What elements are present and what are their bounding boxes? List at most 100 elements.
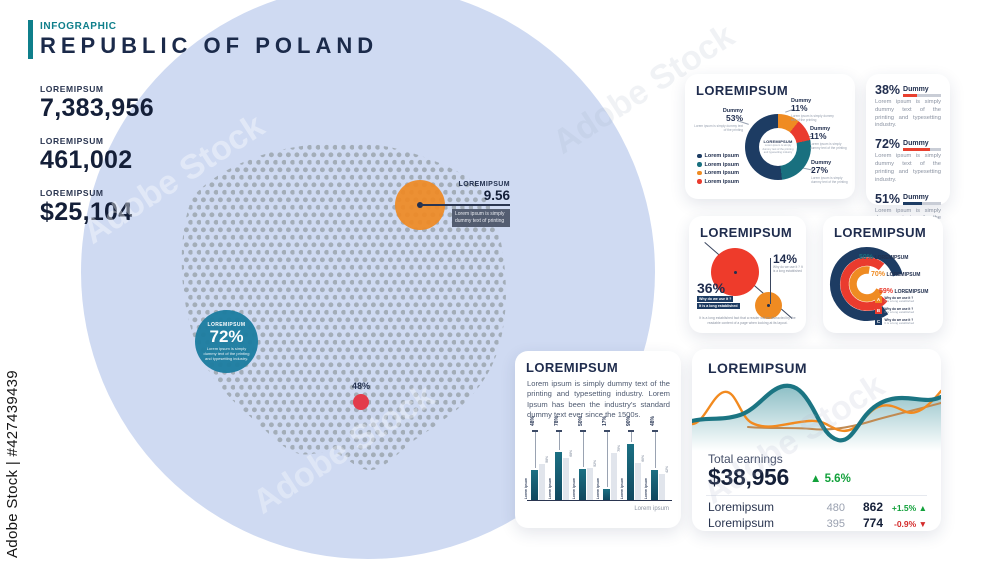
bar-category-label: Lorem ipsum <box>572 477 576 499</box>
earnings-row: Loremipsum 395 774 -0.9% ▼ <box>708 516 927 530</box>
legend-dot <box>697 162 702 167</box>
bar-secondary <box>539 464 545 500</box>
bar-value-label: 78% <box>554 415 560 426</box>
bar-secondary <box>659 474 665 500</box>
highlight-chip: Why do we use it ? <box>697 296 734 302</box>
up-arrow-icon: ▲ <box>810 473 822 485</box>
donut-legend-item: Lorem ipsum <box>697 162 739 168</box>
bar-cap <box>628 430 634 432</box>
bar-category-label: Lorem ipsum <box>548 477 552 499</box>
stat-label: LOREMIPSUM <box>40 84 104 94</box>
bar-value-label: 48% <box>650 415 656 426</box>
progress-fill <box>903 202 923 205</box>
card-footnote: It is a long established fact that a rea… <box>699 316 796 325</box>
teal-marker-value: 72% <box>209 326 244 346</box>
bubble-center-dot <box>767 304 770 307</box>
total-earnings-label: Total earnings <box>708 452 783 466</box>
progress-track <box>903 202 941 205</box>
rings-legend-item: A Why do we use it ? It is a long establi… <box>875 296 915 303</box>
bar-cap <box>532 430 538 432</box>
bar-secondary-label: 58% <box>545 456 549 463</box>
bar-group: 50% 52% Lorem ipsum <box>572 416 599 500</box>
card-title: LOREMIPSUM <box>696 83 789 98</box>
stock-watermark-id: Adobe Stock | #427439439 <box>4 370 21 558</box>
bar-primary <box>531 470 538 500</box>
bar-group: 78% 68% Lorem ipsum <box>548 416 575 500</box>
earnings-wave-chart <box>692 383 941 451</box>
ring-label: 59% LOREMIPSUM <box>879 288 929 295</box>
card-title: LOREMIPSUM <box>708 360 807 376</box>
stat-item: LOREMIPSUM $25,104 <box>40 188 260 227</box>
red-dot-marker <box>353 394 369 410</box>
kicker: INFOGRAPHIC <box>40 21 117 32</box>
bar-stem <box>534 432 536 468</box>
legend-key: B <box>875 306 882 314</box>
legend-dot <box>697 170 702 176</box>
bubble-scatter-card: LOREMIPSUM 14% Why do we use it ? It is … <box>689 216 806 333</box>
donut-chart-card: LOREMIPSUM LOREMIPSUM Lorem ipsum is sim… <box>685 74 855 199</box>
rings-legend-item: B Why do we use it ? It is a long establi… <box>875 306 915 314</box>
donut-legend-item: Lorem ipsum <box>697 153 739 159</box>
progress-fill <box>903 147 931 151</box>
red-marker-value: 48% <box>351 381 370 391</box>
donut-legend-item: Lorem ipsum <box>697 170 739 176</box>
down-arrow-icon: ▼ <box>918 519 927 529</box>
bar-category-label: Lorem ipsum <box>596 477 600 499</box>
bubble-value: 36% <box>697 280 726 296</box>
legend-dot <box>697 153 702 159</box>
donut-center-note: Lorem ipsum is simply dummy text of the … <box>762 144 794 155</box>
progress-fill <box>903 93 918 97</box>
bar-value-label: 17% <box>602 415 608 426</box>
card-title: LOREMIPSUM <box>700 225 793 240</box>
bar-value-label: 90% <box>626 415 632 426</box>
total-earnings-value: $38,956 <box>708 464 790 490</box>
slice-callout: Dummy 11% Lorem ipsum is simply dummy te… <box>791 98 834 122</box>
donut-legend: Lorem ipsum Lorem ipsum Lorem ipsum Lore… <box>697 153 739 187</box>
bar-primary <box>627 444 634 500</box>
bubble-center-dot <box>734 271 737 274</box>
legend-key: C <box>875 317 882 325</box>
bar-primary <box>579 469 586 500</box>
legend-key: A <box>875 296 882 303</box>
callout-value: 9.56 <box>483 188 510 203</box>
bar-stem <box>630 432 632 442</box>
axis-label: Lorem ipsum <box>634 506 669 512</box>
progress-track <box>903 93 941 97</box>
bar-secondary-label: 75% <box>617 445 621 452</box>
callout-note-box: Lorem ipsum is simply dummy text of prin… <box>452 209 510 227</box>
donut-center-label: LOREMIPSUM <box>763 139 793 145</box>
bar-secondary <box>587 468 593 500</box>
bar-category-label: Lorem ipsum <box>620 477 624 499</box>
change-badge: +1.5% ▲ <box>891 503 927 513</box>
bar-cap <box>580 430 586 432</box>
bar-secondary <box>563 458 569 500</box>
stat-item: LOREMIPSUM 7,383,956 <box>40 84 260 123</box>
ring-label: 50% LOREMIPSUM <box>859 254 909 261</box>
bar-secondary-label: 42% <box>665 466 669 473</box>
teal-circle-marker: LOREMIPSUM 72% Lorem ipsum is simply dum… <box>195 310 258 373</box>
bar-primary <box>555 452 562 500</box>
stat-value: $25,104 <box>40 198 133 226</box>
bar-group: 17% 75% Lorem ipsum <box>596 416 623 500</box>
stat-value: 461,002 <box>40 146 133 174</box>
divider <box>706 495 927 496</box>
slice-callout: Dummy 27% Lorem ipsum is simply dummy te… <box>811 160 848 184</box>
rings-chart <box>830 247 904 321</box>
bar-stem <box>606 432 608 487</box>
teal-marker-label: LOREMIPSUM <box>207 321 246 328</box>
bubble-note: Why do we use it ? It is a long establis… <box>773 265 803 274</box>
rings-legend: A Why do we use it ? It is a long establi… <box>875 296 914 328</box>
rings-legend-item: C Why do we use it ? It is a long establi… <box>875 317 915 325</box>
bar-value-label: 48% <box>530 415 536 426</box>
callout-label: LOREMIPSUM <box>458 181 510 188</box>
highlight-chip: It is a long established <box>697 303 740 309</box>
stat-label: LOREMIPSUM <box>40 188 104 198</box>
slice-callout: Dummy 53% Lorem ipsum is simply dummy te… <box>694 108 743 132</box>
bar-stem <box>558 432 560 450</box>
change-badge: -0.9% ▼ <box>893 519 927 529</box>
bar-primary <box>603 489 610 500</box>
card-title: LOREMIPSUM <box>834 225 927 240</box>
bar-group: 90% 60% Lorem ipsum <box>620 416 647 500</box>
earnings-card: LOREMIPSUM Total earnings $38,956 ▲ 5.6%… <box>692 349 941 531</box>
